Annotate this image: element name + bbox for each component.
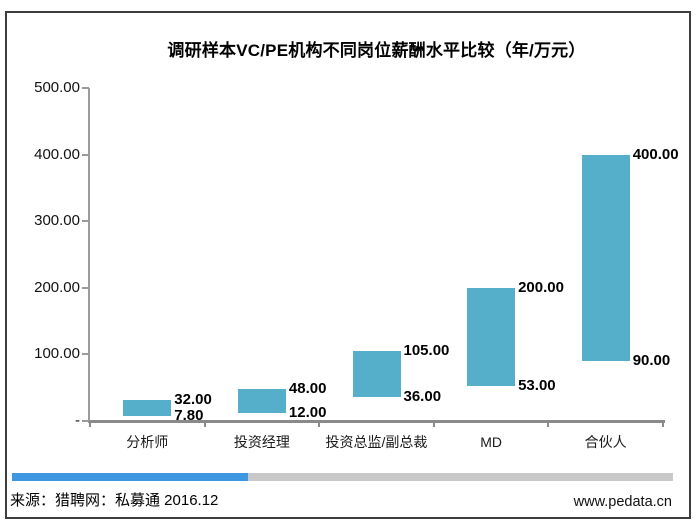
range-bar-1 <box>123 399 172 416</box>
category-label: 合伙人 <box>584 434 627 450</box>
min-value-label: 53.00 <box>518 376 556 394</box>
x-axis-tick-mark <box>547 420 550 427</box>
category-label: 投资经理 <box>233 434 290 450</box>
category-label: 分析师 <box>126 434 169 450</box>
min-value-label: 36.00 <box>403 388 442 406</box>
x-axis-tick-mark <box>89 420 91 427</box>
y-axis-tick-mark <box>82 353 89 356</box>
max-value-label: 200.00 <box>518 278 564 296</box>
x-axis-tick-mark <box>432 420 435 427</box>
max-value-label: 400.00 <box>632 145 679 163</box>
max-value-label: 48.00 <box>288 380 327 398</box>
plot-area: 32.00 7.80 48.00 12.00 105.00 36.00 200.00 53.0… <box>90 88 679 424</box>
x-axis-tick-mark <box>662 420 664 427</box>
y-axis-tick-label: 500.00 <box>34 79 80 96</box>
chart-title: 调研样本VC/PE机构不同岗位薪酬水平比较（年/万元） <box>167 41 586 60</box>
y-axis-tick-mark <box>82 220 89 223</box>
source-note: 来源：猎聘网：私募通 2016.12 <box>10 492 219 509</box>
min-value-label: 90.00 <box>632 352 671 370</box>
y-axis-tick-label: 300.00 <box>34 212 80 230</box>
max-value-label: 32.00 <box>174 390 212 408</box>
y-axis-tick-mark <box>82 420 89 422</box>
chart-frame <box>5 11 691 519</box>
min-value-label: 7.80 <box>174 406 204 424</box>
y-axis-tick-mark <box>82 286 89 289</box>
category-axis-labels: 分析师 投资经理 投资总监/副总裁 MD 合伙人 <box>90 432 663 452</box>
x-axis-line <box>88 420 665 423</box>
website-link[interactable]: www.pedata.cn <box>573 494 672 510</box>
divider-bar-blue-segment <box>12 473 248 481</box>
range-bar-2 <box>237 389 286 413</box>
range-bar-5 <box>581 154 630 362</box>
y-axis-tick-label: 200.00 <box>34 278 80 296</box>
y-axis-tick-label: - <box>75 412 80 429</box>
range-bar-4 <box>467 287 516 386</box>
y-axis-tick-mark <box>82 153 89 156</box>
x-axis-tick-mark <box>318 420 321 427</box>
min-value-label: 12.00 <box>288 404 327 421</box>
max-value-label: 105.00 <box>403 342 450 360</box>
x-axis-tick-mark <box>203 420 206 427</box>
y-axis-tick-label: 400.00 <box>34 145 80 163</box>
range-bar-3 <box>352 351 401 398</box>
divider-bar <box>12 473 673 481</box>
y-axis-line <box>88 88 90 423</box>
category-label: MD <box>480 434 502 450</box>
category-label: 投资总监/副总裁 <box>325 434 428 450</box>
y-axis-tick-mark <box>82 87 89 89</box>
y-axis-tick-label: 100.00 <box>34 345 80 363</box>
